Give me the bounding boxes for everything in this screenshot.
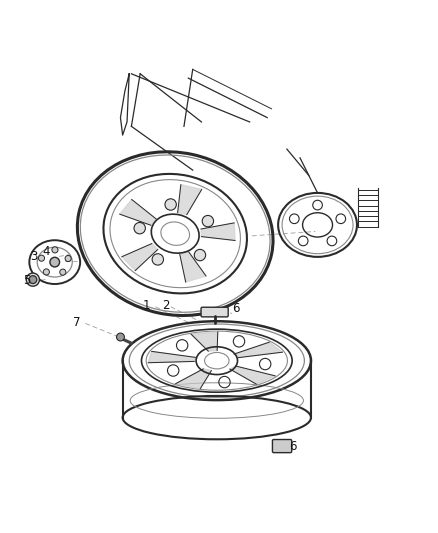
Circle shape bbox=[50, 257, 60, 267]
Polygon shape bbox=[122, 244, 158, 271]
Text: 3: 3 bbox=[31, 250, 38, 263]
Text: 5: 5 bbox=[24, 274, 31, 287]
Polygon shape bbox=[148, 351, 195, 363]
Circle shape bbox=[202, 215, 214, 227]
Circle shape bbox=[43, 269, 49, 275]
Text: 4: 4 bbox=[42, 245, 50, 257]
Polygon shape bbox=[176, 369, 212, 389]
Circle shape bbox=[39, 255, 45, 261]
Circle shape bbox=[165, 199, 177, 210]
Circle shape bbox=[52, 247, 58, 253]
Polygon shape bbox=[178, 185, 201, 215]
Circle shape bbox=[60, 269, 66, 275]
Circle shape bbox=[29, 276, 37, 284]
Circle shape bbox=[26, 273, 39, 286]
Polygon shape bbox=[201, 223, 235, 240]
Polygon shape bbox=[230, 366, 275, 384]
Circle shape bbox=[134, 222, 145, 234]
FancyBboxPatch shape bbox=[272, 440, 292, 453]
Polygon shape bbox=[120, 199, 156, 225]
Polygon shape bbox=[234, 342, 283, 358]
Circle shape bbox=[117, 333, 124, 341]
Text: 2: 2 bbox=[162, 300, 170, 312]
Polygon shape bbox=[180, 252, 206, 282]
Text: 6: 6 bbox=[232, 302, 240, 314]
Text: 7: 7 bbox=[73, 316, 81, 329]
Circle shape bbox=[65, 255, 71, 262]
Circle shape bbox=[152, 254, 163, 265]
Text: 1: 1 bbox=[143, 300, 151, 312]
Polygon shape bbox=[191, 332, 218, 351]
Circle shape bbox=[194, 249, 206, 261]
FancyBboxPatch shape bbox=[201, 307, 228, 317]
Text: 6: 6 bbox=[289, 440, 297, 453]
